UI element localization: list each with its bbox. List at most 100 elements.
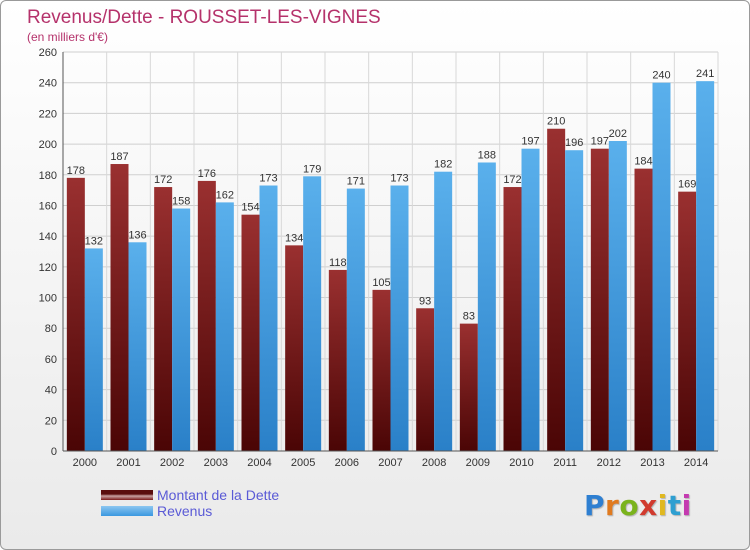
data-label-dette: 172 [154, 174, 172, 186]
x-tick-label: 2000 [73, 457, 97, 469]
x-tick-label: 2004 [247, 457, 271, 469]
x-tick-label: 2014 [684, 457, 708, 469]
bar-revenus [521, 148, 540, 451]
bar-revenus [128, 242, 147, 451]
data-label-dette: 154 [241, 202, 259, 214]
bar-dette [285, 245, 304, 451]
data-label-dette: 184 [634, 156, 652, 168]
x-tick-label: 2007 [378, 457, 402, 469]
data-label-revenus: 158 [172, 196, 190, 208]
bar-dette [503, 187, 522, 452]
bar-revenus [696, 81, 715, 452]
bar-dette [416, 308, 435, 451]
legend-label-revenus: Revenus [157, 503, 213, 519]
bar-revenus [434, 171, 453, 451]
y-tick-label: 260 [39, 47, 57, 59]
chart-subtitle: (en milliers d'€) [27, 30, 108, 44]
data-label-dette: 105 [372, 277, 390, 289]
bar-dette [678, 191, 697, 451]
data-label-dette: 178 [67, 165, 85, 177]
y-tick-label: 120 [39, 262, 57, 274]
x-tick-label: 2006 [335, 457, 359, 469]
x-tick-label: 2013 [640, 457, 664, 469]
x-tick-label: 2012 [597, 457, 621, 469]
bar-dette [634, 168, 653, 451]
y-tick-label: 0 [51, 446, 57, 458]
data-label-revenus: 173 [390, 173, 408, 185]
data-label-revenus: 179 [303, 163, 321, 175]
x-tick-label: 2010 [509, 457, 533, 469]
logo-letter: r [605, 489, 620, 522]
data-label-dette: 118 [329, 257, 347, 269]
bar-dette [154, 187, 173, 452]
x-tick-label: 2002 [160, 457, 184, 469]
bar-dette [241, 214, 260, 451]
bar-dette [328, 269, 347, 451]
data-label-dette: 187 [110, 151, 128, 163]
bar-dette [110, 164, 129, 451]
data-label-dette: 172 [503, 174, 521, 186]
data-label-revenus: 182 [434, 159, 452, 171]
data-label-dette: 197 [591, 136, 609, 148]
data-label-revenus: 241 [696, 68, 714, 80]
y-tick-label: 220 [39, 108, 57, 120]
legend-swatch-dette [101, 490, 153, 500]
data-label-revenus: 162 [216, 189, 234, 201]
y-tick-label: 40 [45, 385, 57, 397]
data-label-revenus: 240 [652, 70, 670, 82]
legend-swatch-revenus [101, 506, 153, 516]
bar-revenus [390, 185, 409, 451]
y-tick-label: 180 [39, 170, 57, 182]
bar-revenus [565, 150, 584, 451]
data-label-dette: 210 [547, 116, 565, 128]
bar-dette [66, 177, 85, 452]
y-tick-label: 20 [45, 415, 57, 427]
data-label-revenus: 188 [478, 149, 496, 161]
data-label-revenus: 173 [259, 173, 277, 185]
data-label-dette: 83 [463, 311, 475, 323]
legend-label-dette: Montant de la Dette [157, 487, 280, 503]
bar-revenus [303, 176, 322, 452]
x-tick-label: 2009 [466, 457, 490, 469]
bar-dette [372, 289, 391, 451]
bar-dette [547, 128, 566, 451]
y-tick-label: 160 [39, 200, 57, 212]
bar-revenus [215, 202, 234, 451]
data-label-revenus: 171 [347, 176, 365, 188]
logo-letter: i [657, 489, 668, 522]
x-tick-label: 2011 [553, 457, 577, 469]
bar-revenus [172, 208, 191, 451]
data-label-revenus: 136 [128, 229, 146, 241]
bar-revenus [84, 248, 103, 451]
data-label-dette: 169 [678, 179, 696, 191]
data-label-revenus: 196 [565, 137, 583, 149]
y-tick-label: 60 [45, 354, 57, 366]
y-tick-label: 200 [39, 139, 57, 151]
logo-letter: P [584, 489, 606, 522]
data-label-revenus: 202 [609, 128, 627, 140]
x-tick-label: 2008 [422, 457, 446, 469]
chart-title: Revenus/Dette - ROUSSET-LES-VIGNES [27, 7, 381, 28]
logo-letter: o [619, 489, 640, 522]
bar-revenus [346, 188, 365, 452]
data-label-dette: 176 [198, 168, 216, 180]
data-label-revenus: 197 [521, 136, 539, 148]
bar-dette [197, 180, 216, 451]
x-tick-label: 2001 [116, 457, 140, 469]
y-tick-label: 140 [39, 231, 57, 243]
bar-dette [590, 148, 609, 451]
bar-revenus [259, 185, 278, 451]
y-tick-label: 240 [39, 78, 57, 90]
y-tick-label: 80 [45, 323, 57, 335]
logo-letter: t [667, 489, 682, 522]
bar-revenus [608, 141, 627, 451]
x-tick-label: 2005 [291, 457, 315, 469]
bar-dette [459, 323, 478, 451]
data-label-revenus: 132 [85, 235, 103, 247]
data-label-dette: 134 [285, 232, 303, 244]
y-tick-label: 100 [39, 293, 57, 305]
data-label-dette: 93 [419, 295, 431, 307]
x-tick-label: 2003 [204, 457, 228, 469]
